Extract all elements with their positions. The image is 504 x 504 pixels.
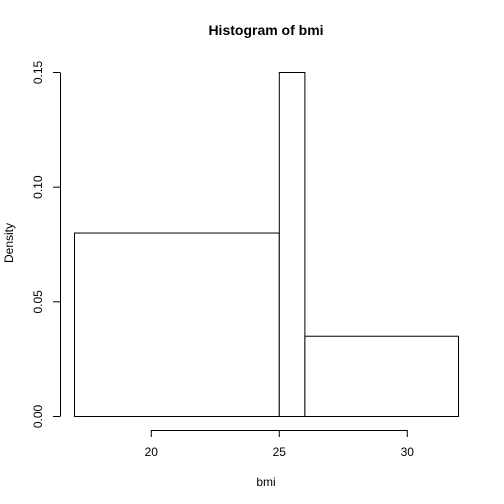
x-tick-label: 25 [273, 445, 287, 459]
histogram-bar-3 [305, 336, 459, 416]
histogram-bar-2 [279, 73, 305, 417]
y-tick-label: 0.00 [31, 404, 45, 428]
x-tick-label: 20 [145, 445, 159, 459]
y-tick-label: 0.10 [31, 175, 45, 199]
x-axis-label: bmi [256, 475, 275, 489]
y-axis-label: Density [2, 223, 16, 263]
bars-group [75, 73, 459, 417]
x-axis: 20 25 30 [145, 430, 415, 459]
chart-title: Histogram of bmi [208, 22, 323, 38]
histogram-bar-1 [75, 233, 280, 416]
y-tick-label: 0.15 [31, 60, 45, 84]
y-tick-label: 0.05 [31, 290, 45, 314]
x-tick-label: 30 [401, 445, 415, 459]
y-axis: 0.00 0.05 0.10 0.15 [31, 60, 61, 428]
